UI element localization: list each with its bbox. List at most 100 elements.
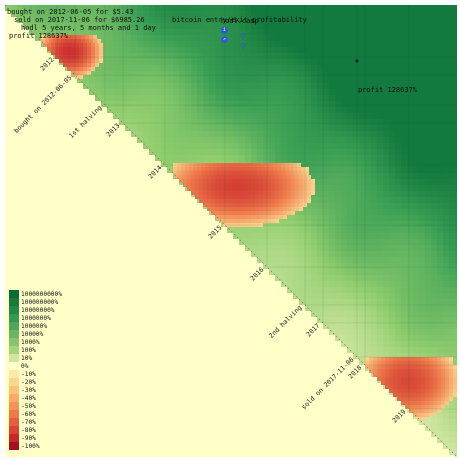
loss-cell xyxy=(87,51,91,55)
loss-cell xyxy=(445,361,449,365)
loss-cell xyxy=(405,393,409,397)
gain-cell xyxy=(11,5,17,11)
gain-cell xyxy=(155,17,161,23)
gain-cell xyxy=(425,239,431,245)
gain-cell xyxy=(191,83,197,89)
gain-cell xyxy=(311,113,317,119)
loss-cell xyxy=(405,389,409,393)
gain-cell xyxy=(161,11,167,17)
gain-cell xyxy=(287,95,293,101)
loss-cell xyxy=(275,187,279,191)
gain-cell xyxy=(335,305,341,311)
loss-cell xyxy=(453,369,457,373)
info-icon[interactable]: i xyxy=(220,26,228,34)
gain-cell xyxy=(335,281,341,287)
gain-cell xyxy=(359,353,365,359)
gain-cell xyxy=(293,155,299,161)
gain-cell xyxy=(377,245,383,251)
gain-cell xyxy=(371,329,377,335)
gain-cell xyxy=(395,29,401,35)
loss-cell xyxy=(175,175,179,179)
loss-cell xyxy=(239,219,243,223)
gain-cell xyxy=(353,125,359,131)
gain-cell xyxy=(155,101,161,107)
gain-cell xyxy=(419,245,425,251)
loss-cell xyxy=(83,67,87,71)
gain-cell xyxy=(281,257,287,263)
gain-cell xyxy=(197,23,203,29)
loss-cell xyxy=(219,187,223,191)
gain-cell xyxy=(317,311,323,317)
gain-cell xyxy=(437,125,443,131)
loss-cell xyxy=(441,357,445,361)
gain-cell xyxy=(275,221,281,227)
gain-cell xyxy=(389,341,395,347)
loss-cell xyxy=(381,365,385,369)
loss-cell xyxy=(273,167,277,171)
gain-cell xyxy=(299,251,305,257)
gain-cell xyxy=(437,197,443,203)
gain-cell xyxy=(251,11,257,17)
gain-cell xyxy=(443,245,449,251)
gain-cell xyxy=(173,17,179,23)
gain-cell xyxy=(149,41,155,47)
loss-cell xyxy=(95,51,99,55)
gain-cell xyxy=(293,275,299,281)
app-title[interactable]: hodl.camp xyxy=(220,17,259,25)
gain-cell xyxy=(293,215,299,221)
loss-cell xyxy=(401,389,405,393)
gain-cell xyxy=(413,89,419,95)
gain-cell xyxy=(413,17,419,23)
zoom-out-icon[interactable]: ⚲ xyxy=(239,42,246,51)
gain-cell xyxy=(455,203,457,209)
loss-cell xyxy=(81,35,85,39)
gain-cell xyxy=(299,209,305,215)
gain-cell xyxy=(377,29,383,35)
gain-cell xyxy=(347,191,353,197)
legend-swatch xyxy=(9,362,19,370)
gain-cell xyxy=(413,167,419,173)
link-icon[interactable]: ↗ xyxy=(220,35,228,43)
gain-cell xyxy=(419,185,425,191)
gain-cell xyxy=(431,305,437,311)
gain-cell xyxy=(173,149,179,155)
gain-cell xyxy=(425,425,431,431)
gain-cell xyxy=(341,293,347,299)
loss-cell xyxy=(365,365,369,369)
gain-cell xyxy=(341,221,347,227)
gain-cell xyxy=(371,35,377,41)
gain-cell xyxy=(251,5,257,11)
gain-cell xyxy=(437,5,443,11)
loss-cell xyxy=(299,183,303,187)
gain-cell xyxy=(263,35,269,41)
loss-cell xyxy=(401,369,405,373)
gain-cell xyxy=(443,53,449,59)
loss-cell xyxy=(211,179,215,183)
loss-cell xyxy=(281,171,285,175)
gain-cell xyxy=(419,41,425,47)
gain-cell xyxy=(419,341,425,347)
zoom-in-icon[interactable]: ⚲ xyxy=(239,32,246,41)
gain-cell xyxy=(287,11,293,17)
gain-cell xyxy=(347,107,353,113)
gain-cell xyxy=(443,335,449,341)
loss-cell xyxy=(401,373,405,377)
gain-cell xyxy=(371,233,377,239)
gain-cell xyxy=(431,95,437,101)
gain-cell xyxy=(341,89,347,95)
gain-cell xyxy=(365,185,371,191)
gain-cell xyxy=(299,293,305,299)
gain-cell xyxy=(215,113,221,119)
loss-cell xyxy=(203,175,207,179)
gain-cell xyxy=(167,161,173,167)
loss-cell xyxy=(449,389,453,393)
loss-cell xyxy=(409,381,413,385)
gain-cell xyxy=(407,47,413,53)
gain-cell xyxy=(377,83,383,89)
gain-cell xyxy=(389,71,395,77)
gain-cell xyxy=(389,29,395,35)
gain-cell xyxy=(209,11,215,17)
gain-cell xyxy=(443,185,449,191)
loss-cell xyxy=(255,179,259,183)
